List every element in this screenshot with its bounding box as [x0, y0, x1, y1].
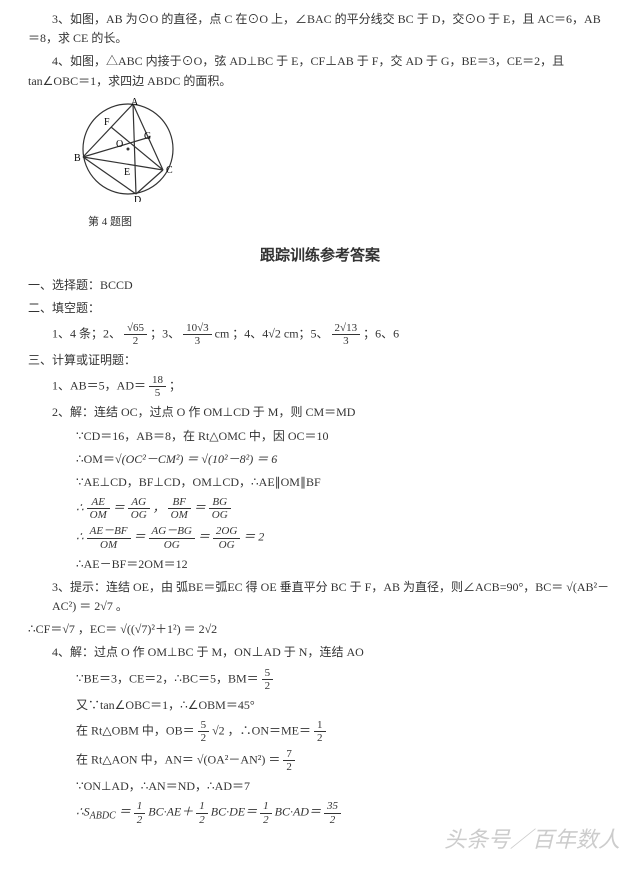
calc-q2-l6: ∴AE－BF＝2OM＝12	[76, 555, 612, 574]
fill-head: 二、填空题：	[28, 299, 612, 318]
choice-answers: 一、选择题：BCCD	[28, 276, 612, 295]
calc-q2-l4: ∴ AEOM ＝ AGOG ， BFOM ＝ BGOG	[76, 496, 612, 521]
calc-q3-extra: ∴CF＝√7 ，EC＝ √((√7)²＋1²) ＝ 2√2	[28, 620, 612, 639]
watermark: 头条号／百年数人	[444, 822, 620, 857]
fill-mid1: ；3、	[150, 326, 180, 340]
frac-5: 2√133	[332, 322, 361, 347]
calc-q4-l2: 又∵tan∠OBC＝1，∴∠OBM＝45°	[76, 696, 612, 715]
calc-q2-intro: 2、解：连结 OC，过点 O 作 OM⊥CD 于 M，则 CM＝MD	[52, 403, 612, 422]
calc-q1: 1、AB＝5，AD＝ 185 ；	[52, 374, 612, 399]
fill-mid3: ；6、6	[363, 326, 399, 340]
fill-prefix: 1、4 条；2、	[52, 326, 121, 340]
fill-answers: 1、4 条；2、 √652 ；3、 10√33 cm ；4、4√2 cm；5、 …	[52, 322, 612, 347]
calc-q4-l3: 在 Rt△OBM 中，OB＝ 52 √2 ，∴ON＝ME＝ 12	[76, 719, 612, 744]
calc-q4-l4: 在 Rt△AON 中，AN＝ √(OA²－AN²) ＝ 72	[76, 748, 612, 773]
calc-q4-l5: ∵ON⊥AD，∴AN＝ND，∴AD＝7	[76, 777, 612, 796]
svg-text:D: D	[134, 195, 141, 202]
svg-text:F: F	[104, 117, 110, 128]
calc-q2-l2: ∴OM＝√(OC²－CM²) ＝ √(10²－8²) ＝ 6	[76, 450, 612, 469]
calc-q4-l1: ∵BE＝3，CE＝2，∴BC＝5，BM＝ 52	[76, 667, 612, 692]
svg-text:C: C	[166, 165, 173, 176]
svg-text:A: A	[131, 97, 139, 108]
answers-title: 跟踪训练参考答案	[28, 244, 612, 268]
calc-q3: 3、提示：连结 OE，由 弧BE＝弧EC 得 OE 垂直平分 BC 于 F，AB…	[52, 578, 612, 616]
svg-text:E: E	[124, 167, 130, 178]
frac-2: √652	[124, 322, 147, 347]
diagram-label: 第 4 题图	[88, 214, 612, 232]
calc-q4-intro: 4、解：过点 O 作 OM⊥BC 于 M，ON⊥AD 于 N，连结 AO	[52, 643, 612, 662]
problem-4-diagram: A B C D E F G O	[68, 97, 612, 208]
calc-head: 三、计算或证明题：	[28, 351, 612, 370]
svg-text:B: B	[74, 153, 81, 164]
fill-unit3: cm	[215, 326, 230, 340]
problem-4: 4、如图，△ABC 内接于⊙O，弦 AD⊥BC 于 E，CF⊥AB 于 F，交 …	[28, 52, 612, 90]
frac-3: 10√33	[183, 322, 212, 347]
problem-3: 3、如图，AB 为⊙O 的直径，点 C 在⊙O 上，∠BAC 的平分线交 BC …	[28, 10, 612, 48]
calc-q2-l1: ∵CD＝16，AB＝8，在 Rt△OMC 中，因 OC＝10	[76, 427, 612, 446]
calc-q2-l3: ∵AE⊥CD，BF⊥CD，OM⊥CD，∴AE∥OM∥BF	[76, 473, 612, 492]
calc-q2-l5: ∴ AE－BFOM ＝ AG－BGOG ＝ 2OGOG ＝ 2	[76, 525, 612, 550]
fill-mid2: ；4、4√2 cm；5、	[232, 326, 328, 340]
svg-text:G: G	[144, 131, 151, 142]
svg-text:O: O	[116, 139, 123, 150]
